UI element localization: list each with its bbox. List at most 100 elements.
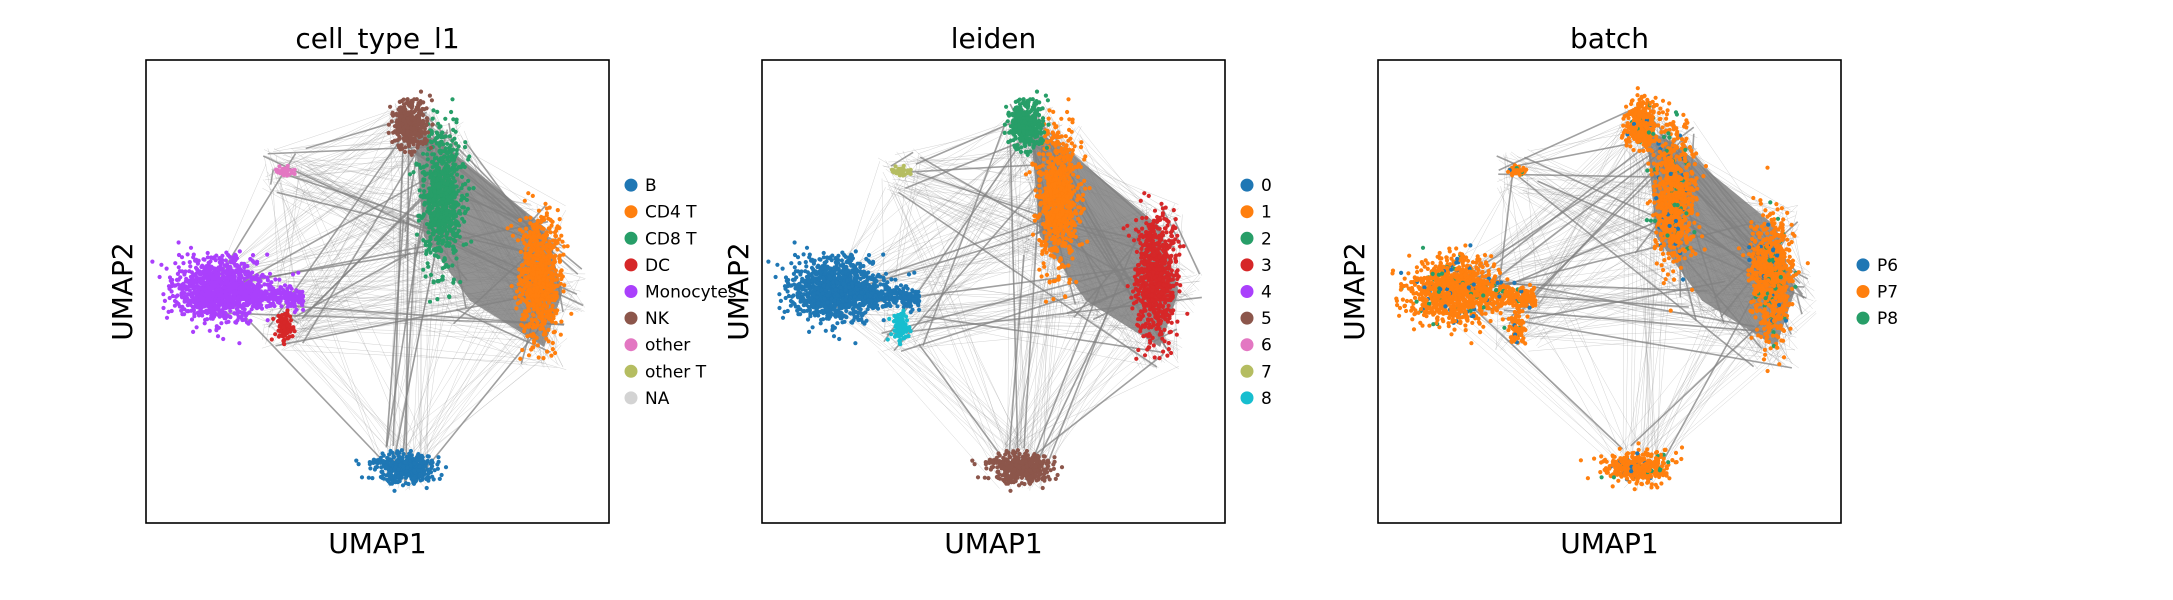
- cell-point: [469, 239, 474, 244]
- cell-point: [548, 217, 553, 222]
- cell-point: [559, 268, 564, 273]
- paga-edge: [296, 160, 409, 228]
- cell-point: [299, 290, 304, 295]
- cell-point: [538, 219, 543, 224]
- cell-point: [434, 165, 439, 170]
- cell-point: [530, 345, 535, 350]
- cell-point: [223, 303, 228, 308]
- cell-point: [524, 226, 529, 231]
- cell-point: [531, 272, 536, 277]
- cell-point: [189, 291, 194, 296]
- cell-point: [202, 321, 207, 326]
- cell-point: [392, 138, 397, 143]
- cell-point: [407, 149, 412, 155]
- cell-point: [359, 475, 365, 480]
- cell-point: [176, 265, 181, 270]
- cell-point: [555, 308, 560, 313]
- cell-point: [533, 293, 539, 298]
- cell-point: [267, 271, 273, 276]
- cell-point: [448, 213, 453, 218]
- cell-point: [172, 303, 177, 308]
- paga-edge: [1009, 348, 1152, 452]
- cell-point: [440, 274, 445, 279]
- cell-point: [464, 197, 469, 203]
- cell-point: [432, 138, 437, 143]
- cell-point: [227, 288, 232, 293]
- cell-point: [440, 240, 446, 245]
- cell-point: [426, 130, 431, 135]
- cell-point: [440, 130, 445, 135]
- cell-point: [513, 295, 518, 300]
- cell-point: [399, 471, 404, 476]
- cell-point: [432, 468, 437, 473]
- paga-edge: [396, 331, 523, 456]
- cell-point: [409, 125, 414, 130]
- paga-edge: [392, 147, 404, 447]
- cell-point: [526, 306, 531, 311]
- cell-point: [430, 122, 435, 127]
- cell-point: [176, 240, 181, 245]
- paga-edge: [281, 240, 422, 341]
- legend-label: NK: [645, 309, 670, 329]
- cell-point: [211, 256, 216, 261]
- paga-edge: [394, 114, 404, 464]
- cell-point: [203, 317, 208, 322]
- cell-point: [522, 298, 527, 303]
- cell-point: [191, 252, 196, 257]
- cell-point: [420, 474, 425, 480]
- cell-point: [424, 138, 429, 143]
- cell-point: [157, 274, 162, 280]
- cell-point: [248, 318, 253, 323]
- cell-point: [412, 461, 417, 466]
- cell-point: [277, 164, 282, 169]
- cell-point: [538, 261, 543, 266]
- cell-point: [381, 459, 386, 464]
- legend-label: DC: [645, 256, 670, 276]
- cell-point: [167, 275, 173, 280]
- cell-point: [446, 197, 451, 203]
- cell-point: [455, 172, 460, 177]
- cell-point: [444, 233, 449, 239]
- cell-point: [232, 291, 237, 296]
- cell-point: [431, 232, 436, 237]
- cell-point: [558, 281, 563, 286]
- cell-point: [186, 309, 191, 314]
- paga-edge: [415, 360, 541, 462]
- cell-point: [545, 287, 550, 292]
- paga-edge: [217, 228, 443, 276]
- paga-edge: [240, 250, 425, 283]
- paga-edge: [298, 118, 398, 182]
- cell-point: [239, 268, 244, 273]
- cell-point: [453, 141, 458, 146]
- cell-point: [446, 164, 451, 169]
- cell-point: [189, 317, 195, 322]
- cell-point: [415, 145, 420, 150]
- paga-edge: [281, 349, 546, 364]
- cell-point: [208, 259, 213, 264]
- cell-point: [541, 332, 546, 337]
- cell-point: [228, 308, 233, 314]
- cell-point: [417, 457, 423, 463]
- cell-point: [427, 93, 432, 98]
- cell-point: [271, 316, 276, 321]
- cell-point: [462, 219, 467, 224]
- cell-point: [194, 325, 199, 330]
- cell-point: [250, 304, 255, 309]
- cell-point: [400, 483, 406, 488]
- cell-point: [296, 270, 301, 275]
- cell-point: [780, 266, 785, 271]
- cell-point: [417, 188, 422, 193]
- cell-point: [211, 274, 216, 279]
- cell-point: [374, 459, 379, 464]
- cell-point: [159, 262, 164, 267]
- cell-point: [514, 306, 519, 311]
- paga-edge: [218, 142, 406, 274]
- cell-point: [166, 284, 172, 289]
- cell-point: [445, 240, 450, 245]
- cell-point: [221, 336, 226, 342]
- cell-point: [405, 465, 410, 470]
- cell-point: [526, 262, 531, 267]
- paga-edge: [303, 192, 429, 194]
